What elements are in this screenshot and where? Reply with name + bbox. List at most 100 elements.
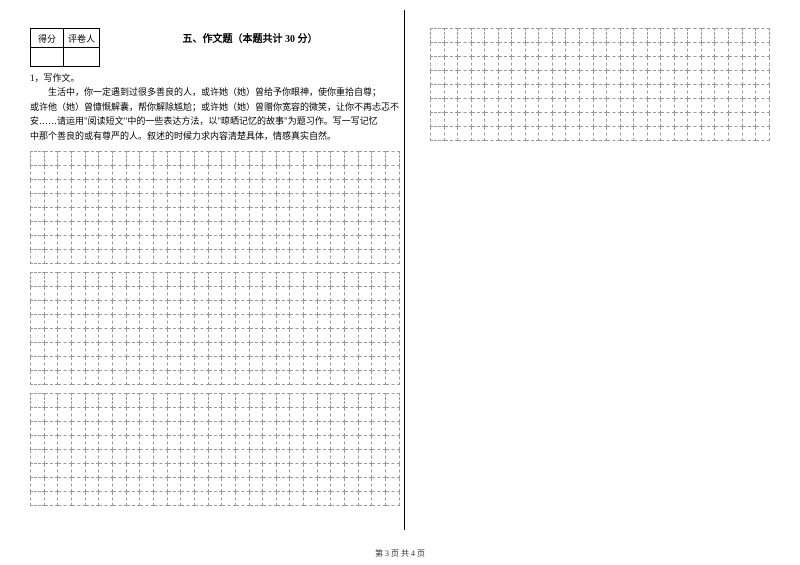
grid-cell	[235, 249, 249, 263]
grid-cell	[661, 113, 675, 127]
grid-cell	[458, 57, 472, 71]
grid-cell	[222, 477, 236, 491]
grid-cell	[181, 165, 195, 179]
grid-cell	[44, 328, 58, 342]
grid-cell	[194, 207, 208, 221]
grid-cell	[208, 249, 222, 263]
grid-cell	[85, 463, 99, 477]
grid-cell	[290, 286, 304, 300]
grid-cell	[249, 407, 263, 421]
grid-cell	[58, 370, 72, 384]
grid-cell	[593, 127, 607, 141]
grid-cell	[331, 193, 345, 207]
grid-cell	[358, 314, 372, 328]
grid-cell	[140, 370, 154, 384]
grid-cell	[99, 491, 113, 505]
grid-cell	[304, 235, 318, 249]
grid-cell	[71, 193, 85, 207]
grid-cell	[58, 221, 72, 235]
grid-cell	[276, 207, 290, 221]
grid-cell	[181, 272, 195, 286]
grid-cell	[756, 113, 770, 127]
grid-cell	[153, 207, 167, 221]
grid-cell	[140, 393, 154, 407]
grid-cell	[167, 314, 181, 328]
grid-cell	[44, 449, 58, 463]
grid-cell	[358, 421, 372, 435]
grid-cell	[235, 491, 249, 505]
grid-cell	[181, 193, 195, 207]
grid-cell	[331, 249, 345, 263]
grid-cell	[290, 300, 304, 314]
grid-cell	[71, 179, 85, 193]
grid-cell	[304, 179, 318, 193]
grid-cell	[276, 286, 290, 300]
grid-cell	[580, 127, 594, 141]
grid-cell	[99, 235, 113, 249]
grid-cell	[386, 193, 400, 207]
grid-cell	[222, 179, 236, 193]
grid-cell	[263, 370, 277, 384]
grid-cell	[31, 463, 45, 477]
grid-cell	[140, 286, 154, 300]
grid-cell	[372, 435, 386, 449]
grid-cell	[742, 127, 756, 141]
grid-cell	[372, 356, 386, 370]
grid-cell	[580, 29, 594, 43]
grid-cell	[194, 235, 208, 249]
grid-cell	[276, 449, 290, 463]
grid-cell	[208, 207, 222, 221]
grid-cell	[235, 477, 249, 491]
grid-cell	[85, 435, 99, 449]
grid-cell	[85, 393, 99, 407]
grid-cell	[688, 29, 702, 43]
grid-cell	[263, 328, 277, 342]
grid-cell	[58, 342, 72, 356]
grid-cell	[140, 356, 154, 370]
grid-cell	[701, 99, 715, 113]
grid-cell	[222, 491, 236, 505]
grid-cell	[372, 370, 386, 384]
grid-cell	[99, 421, 113, 435]
grid-cell	[235, 193, 249, 207]
grid-cell	[58, 300, 72, 314]
grid-cell	[471, 127, 485, 141]
question-number: 1，写作文。	[30, 71, 400, 85]
left-column: 得分 评卷人 五、作文题（本题共计 30 分） 1，写作文。 生活中，你一定遇到…	[30, 28, 400, 538]
grid-cell	[58, 463, 72, 477]
grid-cell	[99, 449, 113, 463]
grid-cell	[580, 99, 594, 113]
grid-cell	[304, 300, 318, 314]
grid-cell	[290, 314, 304, 328]
grid-cell	[756, 99, 770, 113]
grid-cell	[31, 356, 45, 370]
grid-cell	[715, 127, 729, 141]
grid-cell	[126, 221, 140, 235]
grid-cell	[358, 393, 372, 407]
grid-cell	[44, 393, 58, 407]
grid-cell	[620, 127, 634, 141]
grid-cell	[539, 43, 553, 57]
grid-cell	[620, 71, 634, 85]
grid-cell	[593, 113, 607, 127]
grid-cell	[317, 421, 331, 435]
grid-cell	[85, 207, 99, 221]
grid-cell	[140, 272, 154, 286]
grid-cell	[112, 249, 126, 263]
grid-cell	[263, 221, 277, 235]
grid-cell	[372, 407, 386, 421]
grid-cell	[290, 356, 304, 370]
grid-cell	[539, 29, 553, 43]
grid-cell	[345, 328, 359, 342]
grid-cell	[126, 435, 140, 449]
grid-cell	[386, 449, 400, 463]
grid-cell	[317, 342, 331, 356]
grid-cell	[756, 127, 770, 141]
grid-cell	[498, 57, 512, 71]
grid-cell	[167, 407, 181, 421]
grid-cell	[58, 235, 72, 249]
grid-cell	[222, 435, 236, 449]
grid-cell	[431, 99, 445, 113]
grid-cell	[661, 57, 675, 71]
grid-cell	[525, 99, 539, 113]
